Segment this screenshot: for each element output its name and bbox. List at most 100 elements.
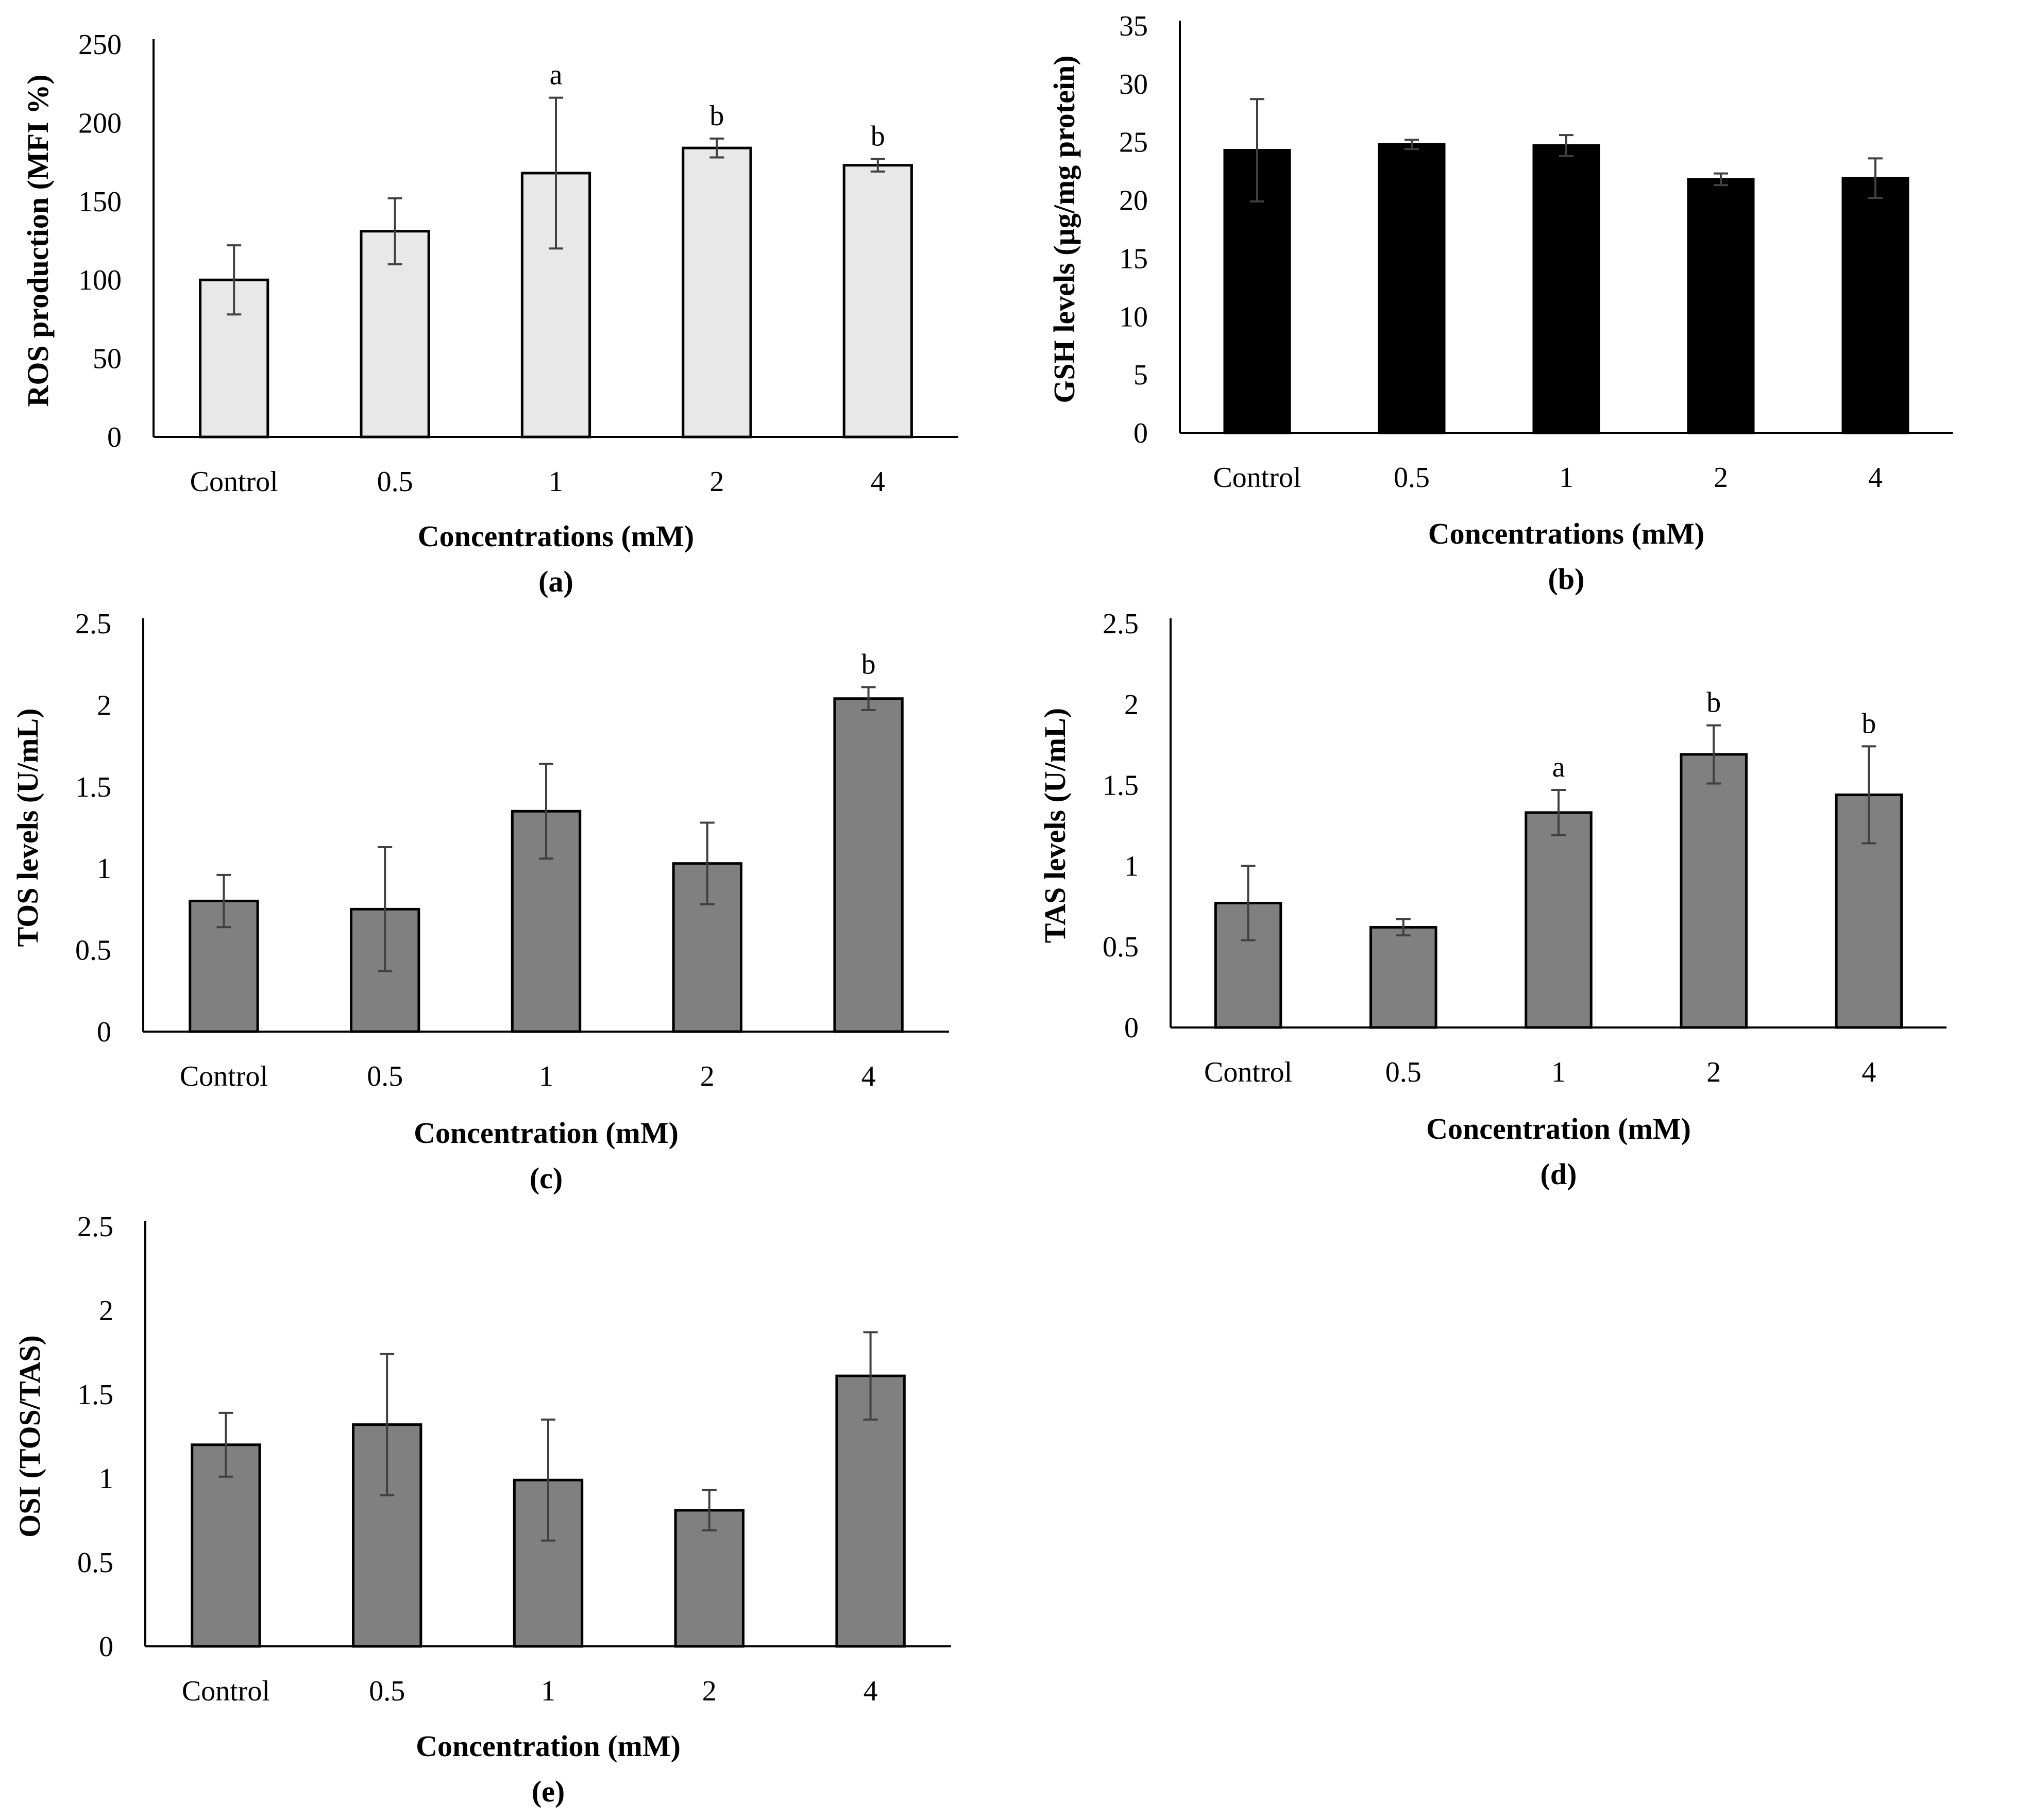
y-tick-label-c-1: 0.5 — [75, 935, 111, 967]
chart-panel-c: Control 0.5 1 2 b 4 0 0.5 1 1.5 2 2.5 Concentration … — [11, 608, 949, 1195]
y-tick-label-c-5: 2.5 — [75, 608, 111, 640]
panel-label-d: (d) — [1541, 1157, 1577, 1191]
error-bar-a-3 — [709, 137, 724, 159]
y-tick-label-d-3: 1.5 — [1103, 770, 1139, 802]
x-tick-label-a-0: Control — [190, 466, 278, 498]
error-bar-e-3 — [702, 1489, 717, 1532]
error-bar-a-4 — [870, 158, 885, 173]
y-tick-label-e-3: 1.5 — [77, 1379, 113, 1411]
error-bar-d-2 — [1551, 789, 1566, 836]
bar-b-1 — [1378, 143, 1446, 434]
panel-label-e: (e) — [532, 1775, 565, 1808]
y-axis-title-c: TOS levels (U/mL) — [11, 709, 44, 947]
y-tick-label-b-3: 15 — [1119, 243, 1148, 275]
error-bar-e-2 — [541, 1418, 555, 1542]
y-tick-label-a-4: 200 — [78, 107, 122, 139]
x-tick-label-b-3: 2 — [1714, 462, 1728, 494]
x-tick-label-d-2: 1 — [1551, 1056, 1566, 1088]
x-tick-label-c-4: 4 — [861, 1060, 876, 1092]
significance-label-d-3: b — [1706, 687, 1721, 719]
significance-label-c-4: b — [861, 649, 876, 681]
bar-d-2 — [1525, 811, 1593, 1029]
bar-e-4 — [835, 1374, 906, 1648]
y-tick-label-b-6: 30 — [1119, 69, 1148, 100]
bar-e-0 — [191, 1443, 261, 1648]
x-tick-label-d-3: 2 — [1706, 1056, 1721, 1088]
chart-panel-e: Control 0.5 1 2 4 0 0.5 1 1.5 2 2.5 Concentration (… — [13, 1211, 951, 1808]
y-tick-label-a-5: 250 — [78, 29, 122, 61]
y-tick-label-d-1: 0.5 — [1103, 931, 1139, 963]
significance-label-a-3: b — [709, 100, 724, 132]
y-tick-label-e-1: 0.5 — [77, 1547, 113, 1579]
y-tick-label-b-5: 25 — [1119, 127, 1148, 159]
y-tick-label-c-4: 2 — [97, 689, 111, 721]
x-axis-title-a: Concentrations (mM) — [418, 519, 694, 553]
y-axis-title-d: TAS levels (U/mL) — [1038, 708, 1072, 943]
error-bar-d-1 — [1396, 918, 1411, 937]
error-bar-c-3 — [700, 821, 715, 905]
x-tick-label-b-0: Control — [1213, 462, 1301, 494]
y-tick-label-e-5: 2.5 — [77, 1211, 113, 1243]
x-tick-label-b-4: 4 — [1868, 462, 1883, 494]
significance-label-d-4: b — [1861, 707, 1876, 739]
y-tick-label-a-3: 150 — [78, 186, 122, 218]
x-tick-label-a-2: 1 — [549, 466, 563, 498]
chart-panel-b: Control 0.5 1 2 4 0 5 10 15 20 25 30 35 Concentration… — [1047, 10, 1953, 596]
error-bar-b-1 — [1404, 139, 1419, 150]
x-tick-label-c-3: 2 — [700, 1060, 715, 1092]
y-tick-label-e-2: 1 — [99, 1463, 113, 1495]
x-tick-label-c-0: Control — [180, 1060, 268, 1092]
significance-label-a-4: b — [871, 121, 885, 153]
error-bar-c-4 — [861, 686, 876, 711]
y-axis-title-e: OSI (TOS/TAS) — [13, 1335, 46, 1538]
x-axis-title-b: Concentrations (mM) — [1428, 517, 1704, 550]
error-bar-e-0 — [218, 1411, 233, 1478]
error-bar-e-1 — [380, 1353, 395, 1496]
bar-b-2 — [1532, 144, 1600, 434]
y-tick-label-b-4: 20 — [1119, 185, 1148, 217]
bar-b-3 — [1687, 178, 1755, 434]
y-tick-label-b-1: 5 — [1133, 359, 1148, 391]
x-tick-label-c-1: 0.5 — [367, 1060, 403, 1092]
x-tick-label-e-1: 0.5 — [369, 1675, 405, 1707]
x-axis-title-c: Concentration (mM) — [414, 1116, 679, 1150]
y-tick-label-a-1: 50 — [93, 343, 122, 375]
panel-label-a: (a) — [538, 565, 573, 598]
y-tick-label-c-0: 0 — [97, 1016, 111, 1048]
panel-label-b: (b) — [1548, 562, 1585, 596]
x-tick-label-c-2: 1 — [539, 1060, 553, 1092]
y-tick-label-b-2: 10 — [1119, 301, 1148, 333]
bar-d-3 — [1680, 753, 1748, 1029]
y-tick-label-c-2: 1 — [97, 853, 111, 885]
x-tick-label-d-1: 0.5 — [1385, 1056, 1421, 1088]
x-tick-label-a-1: 0.5 — [377, 466, 413, 498]
y-tick-label-a-2: 100 — [78, 264, 122, 296]
significance-label-d-2: a — [1552, 751, 1565, 783]
error-bar-c-0 — [216, 873, 231, 929]
error-bar-a-0 — [227, 244, 242, 316]
bar-b-4 — [1841, 177, 1909, 434]
y-tick-label-e-4: 2 — [99, 1295, 113, 1327]
x-tick-label-e-2: 1 — [541, 1675, 555, 1707]
error-bar-d-3 — [1706, 724, 1721, 785]
bar-a-3 — [682, 146, 752, 439]
panel-label-c: (c) — [530, 1161, 563, 1195]
error-bar-c-1 — [378, 846, 393, 972]
error-bar-d-0 — [1241, 865, 1256, 941]
error-bar-a-1 — [387, 197, 402, 265]
y-axis-title-b: GSH levels (µg/mg protein) — [1047, 55, 1081, 403]
error-bar-c-2 — [539, 763, 553, 860]
x-tick-label-b-2: 1 — [1559, 462, 1573, 494]
x-tick-label-a-3: 2 — [709, 466, 724, 498]
y-tick-label-e-0: 0 — [99, 1631, 113, 1663]
bar-c-4 — [833, 697, 904, 1033]
y-tick-label-d-4: 2 — [1124, 689, 1139, 721]
y-tick-label-d-0: 0 — [1124, 1012, 1139, 1044]
bar-d-1 — [1369, 926, 1437, 1029]
error-bar-b-0 — [1250, 98, 1264, 203]
bar-a-4 — [842, 164, 913, 439]
x-tick-label-a-4: 4 — [871, 466, 885, 498]
x-tick-label-e-0: Control — [182, 1675, 270, 1707]
error-bar-b-3 — [1714, 172, 1728, 187]
